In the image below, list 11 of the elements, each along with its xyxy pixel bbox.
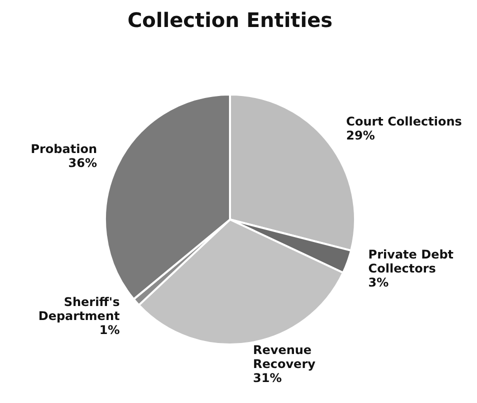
slice-label: Court Collections bbox=[346, 114, 462, 129]
data-label: 1% bbox=[99, 322, 120, 337]
slice-label: Revenue Recovery bbox=[252, 342, 316, 371]
data-label: 36% bbox=[68, 156, 97, 170]
data-label: 3% bbox=[368, 275, 389, 290]
chart-title: Collection Entities bbox=[127, 8, 333, 32]
slice-label: Probation bbox=[30, 142, 97, 156]
data-label: 31% bbox=[252, 370, 282, 385]
slice-label: Sheriff's Department bbox=[38, 294, 120, 323]
data-label: 29% bbox=[346, 128, 375, 143]
slice-label: Private Debt Collectors bbox=[368, 247, 454, 276]
